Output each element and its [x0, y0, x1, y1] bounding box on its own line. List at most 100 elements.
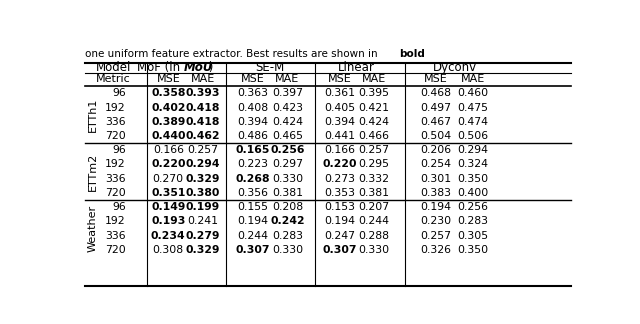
Text: 0.497: 0.497: [420, 103, 452, 113]
Text: 0.308: 0.308: [153, 245, 184, 255]
Text: 720: 720: [105, 131, 125, 141]
Text: 720: 720: [105, 188, 125, 198]
Text: 336: 336: [105, 231, 125, 241]
Text: 336: 336: [105, 117, 125, 127]
Text: 0.326: 0.326: [420, 245, 452, 255]
Text: 0.301: 0.301: [420, 174, 452, 184]
Text: 0.294: 0.294: [458, 145, 488, 155]
Text: 336: 336: [105, 174, 125, 184]
Text: 0.194: 0.194: [420, 202, 452, 212]
Text: 0.257: 0.257: [358, 145, 390, 155]
Text: 0.242: 0.242: [270, 216, 305, 226]
Text: 0.330: 0.330: [358, 245, 390, 255]
Text: 0.465: 0.465: [272, 131, 303, 141]
Text: 0.351: 0.351: [151, 188, 186, 198]
Text: 0.394: 0.394: [237, 117, 268, 127]
Text: 0.441: 0.441: [324, 131, 355, 141]
Text: 0.356: 0.356: [237, 188, 268, 198]
Text: 0.283: 0.283: [272, 231, 303, 241]
Text: SE-M: SE-M: [255, 61, 285, 74]
Text: 0.297: 0.297: [272, 159, 303, 169]
Text: 192: 192: [105, 103, 125, 113]
Text: MSE: MSE: [424, 75, 448, 85]
Text: ): ): [205, 61, 214, 74]
Text: 0.288: 0.288: [358, 231, 390, 241]
Text: 0.350: 0.350: [457, 174, 488, 184]
Text: 0.270: 0.270: [153, 174, 184, 184]
Text: 0.230: 0.230: [420, 216, 452, 226]
Text: 0.467: 0.467: [420, 117, 452, 127]
Text: 0.424: 0.424: [272, 117, 303, 127]
Text: Metric: Metric: [97, 75, 131, 85]
Text: 0.361: 0.361: [324, 88, 355, 98]
Text: 96: 96: [112, 88, 125, 98]
Text: 0.155: 0.155: [237, 202, 268, 212]
Text: 0.244: 0.244: [358, 216, 390, 226]
Text: 0.475: 0.475: [458, 103, 488, 113]
Text: 0.381: 0.381: [272, 188, 303, 198]
Text: 0.194: 0.194: [324, 216, 355, 226]
Text: 0.353: 0.353: [324, 188, 355, 198]
Text: 0.279: 0.279: [186, 231, 220, 241]
Text: 0.504: 0.504: [420, 131, 452, 141]
Text: 0.486: 0.486: [237, 131, 268, 141]
Text: Weather: Weather: [88, 205, 97, 252]
Text: 0.199: 0.199: [186, 202, 220, 212]
Text: 720: 720: [105, 245, 125, 255]
Text: 192: 192: [105, 216, 125, 226]
Text: 0.474: 0.474: [458, 117, 488, 127]
Text: 0.206: 0.206: [420, 145, 452, 155]
Text: 0.400: 0.400: [457, 188, 488, 198]
Text: 0.418: 0.418: [186, 117, 220, 127]
Text: MAE: MAE: [362, 75, 387, 85]
Text: 0.393: 0.393: [186, 88, 220, 98]
Text: .: .: [419, 49, 422, 59]
Text: 0.268: 0.268: [236, 174, 270, 184]
Text: 0.330: 0.330: [272, 174, 303, 184]
Text: 0.234: 0.234: [151, 231, 186, 241]
Text: MAE: MAE: [275, 75, 300, 85]
Text: Linear: Linear: [339, 61, 375, 74]
Text: 0.208: 0.208: [272, 202, 303, 212]
Text: 0.421: 0.421: [358, 103, 390, 113]
Text: 192: 192: [105, 159, 125, 169]
Text: one uniform feature extractor. Best results are shown in: one uniform feature extractor. Best resu…: [85, 49, 381, 59]
Text: 0.462: 0.462: [186, 131, 220, 141]
Text: 0.402: 0.402: [151, 103, 186, 113]
Text: 0.350: 0.350: [457, 245, 488, 255]
Text: 0.468: 0.468: [420, 88, 452, 98]
Text: 0.207: 0.207: [358, 202, 390, 212]
Text: 0.241: 0.241: [188, 216, 218, 226]
Text: 0.363: 0.363: [237, 88, 268, 98]
Text: Model: Model: [96, 61, 131, 74]
Text: MAE: MAE: [191, 75, 215, 85]
Text: 0.165: 0.165: [236, 145, 270, 155]
Text: 96: 96: [112, 202, 125, 212]
Text: 0.254: 0.254: [420, 159, 452, 169]
Text: 0.273: 0.273: [324, 174, 355, 184]
Text: MSE: MSE: [328, 75, 351, 85]
Text: 0.332: 0.332: [358, 174, 390, 184]
Text: 0.405: 0.405: [324, 103, 355, 113]
Text: 0.257: 0.257: [420, 231, 452, 241]
Text: 0.223: 0.223: [237, 159, 268, 169]
Text: MAE: MAE: [461, 75, 485, 85]
Text: 0.193: 0.193: [151, 216, 186, 226]
Text: 0.389: 0.389: [151, 117, 186, 127]
Text: 0.257: 0.257: [188, 145, 218, 155]
Text: 0.283: 0.283: [458, 216, 488, 226]
Text: 0.330: 0.330: [272, 245, 303, 255]
Text: 0.244: 0.244: [237, 231, 268, 241]
Text: 0.166: 0.166: [324, 145, 355, 155]
Text: 0.194: 0.194: [237, 216, 268, 226]
Text: 0.324: 0.324: [458, 159, 488, 169]
Text: 0.307: 0.307: [236, 245, 270, 255]
Text: ETTm2: ETTm2: [88, 153, 97, 191]
Text: 0.329: 0.329: [186, 174, 220, 184]
Text: 0.329: 0.329: [186, 245, 220, 255]
Text: 0.294: 0.294: [186, 159, 220, 169]
Text: MoU: MoU: [184, 61, 214, 74]
Text: 0.256: 0.256: [458, 202, 488, 212]
Text: 0.397: 0.397: [272, 88, 303, 98]
Text: 0.460: 0.460: [457, 88, 488, 98]
